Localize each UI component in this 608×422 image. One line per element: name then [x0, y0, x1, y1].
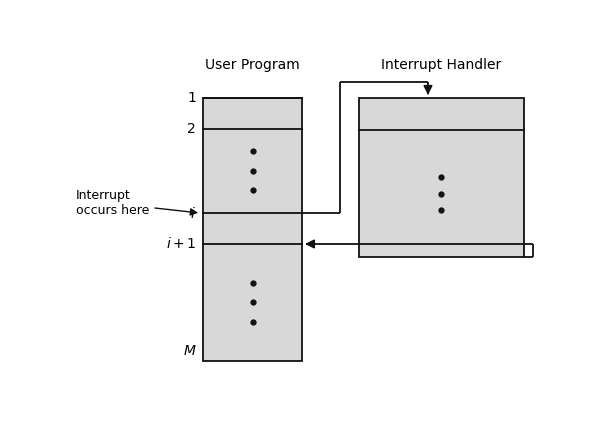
Bar [203, 98, 302, 361]
Text: 2: 2 [187, 122, 196, 135]
Text: Interrupt Handler: Interrupt Handler [381, 58, 502, 72]
Bar [359, 98, 523, 257]
Text: 1: 1 [187, 91, 196, 105]
Text: User Program: User Program [206, 58, 300, 72]
Text: Interrupt
occurs here: Interrupt occurs here [76, 189, 196, 217]
Text: $i$: $i$ [190, 206, 196, 221]
Text: $i+1$: $i+1$ [165, 236, 196, 252]
Text: $M$: $M$ [182, 344, 196, 358]
